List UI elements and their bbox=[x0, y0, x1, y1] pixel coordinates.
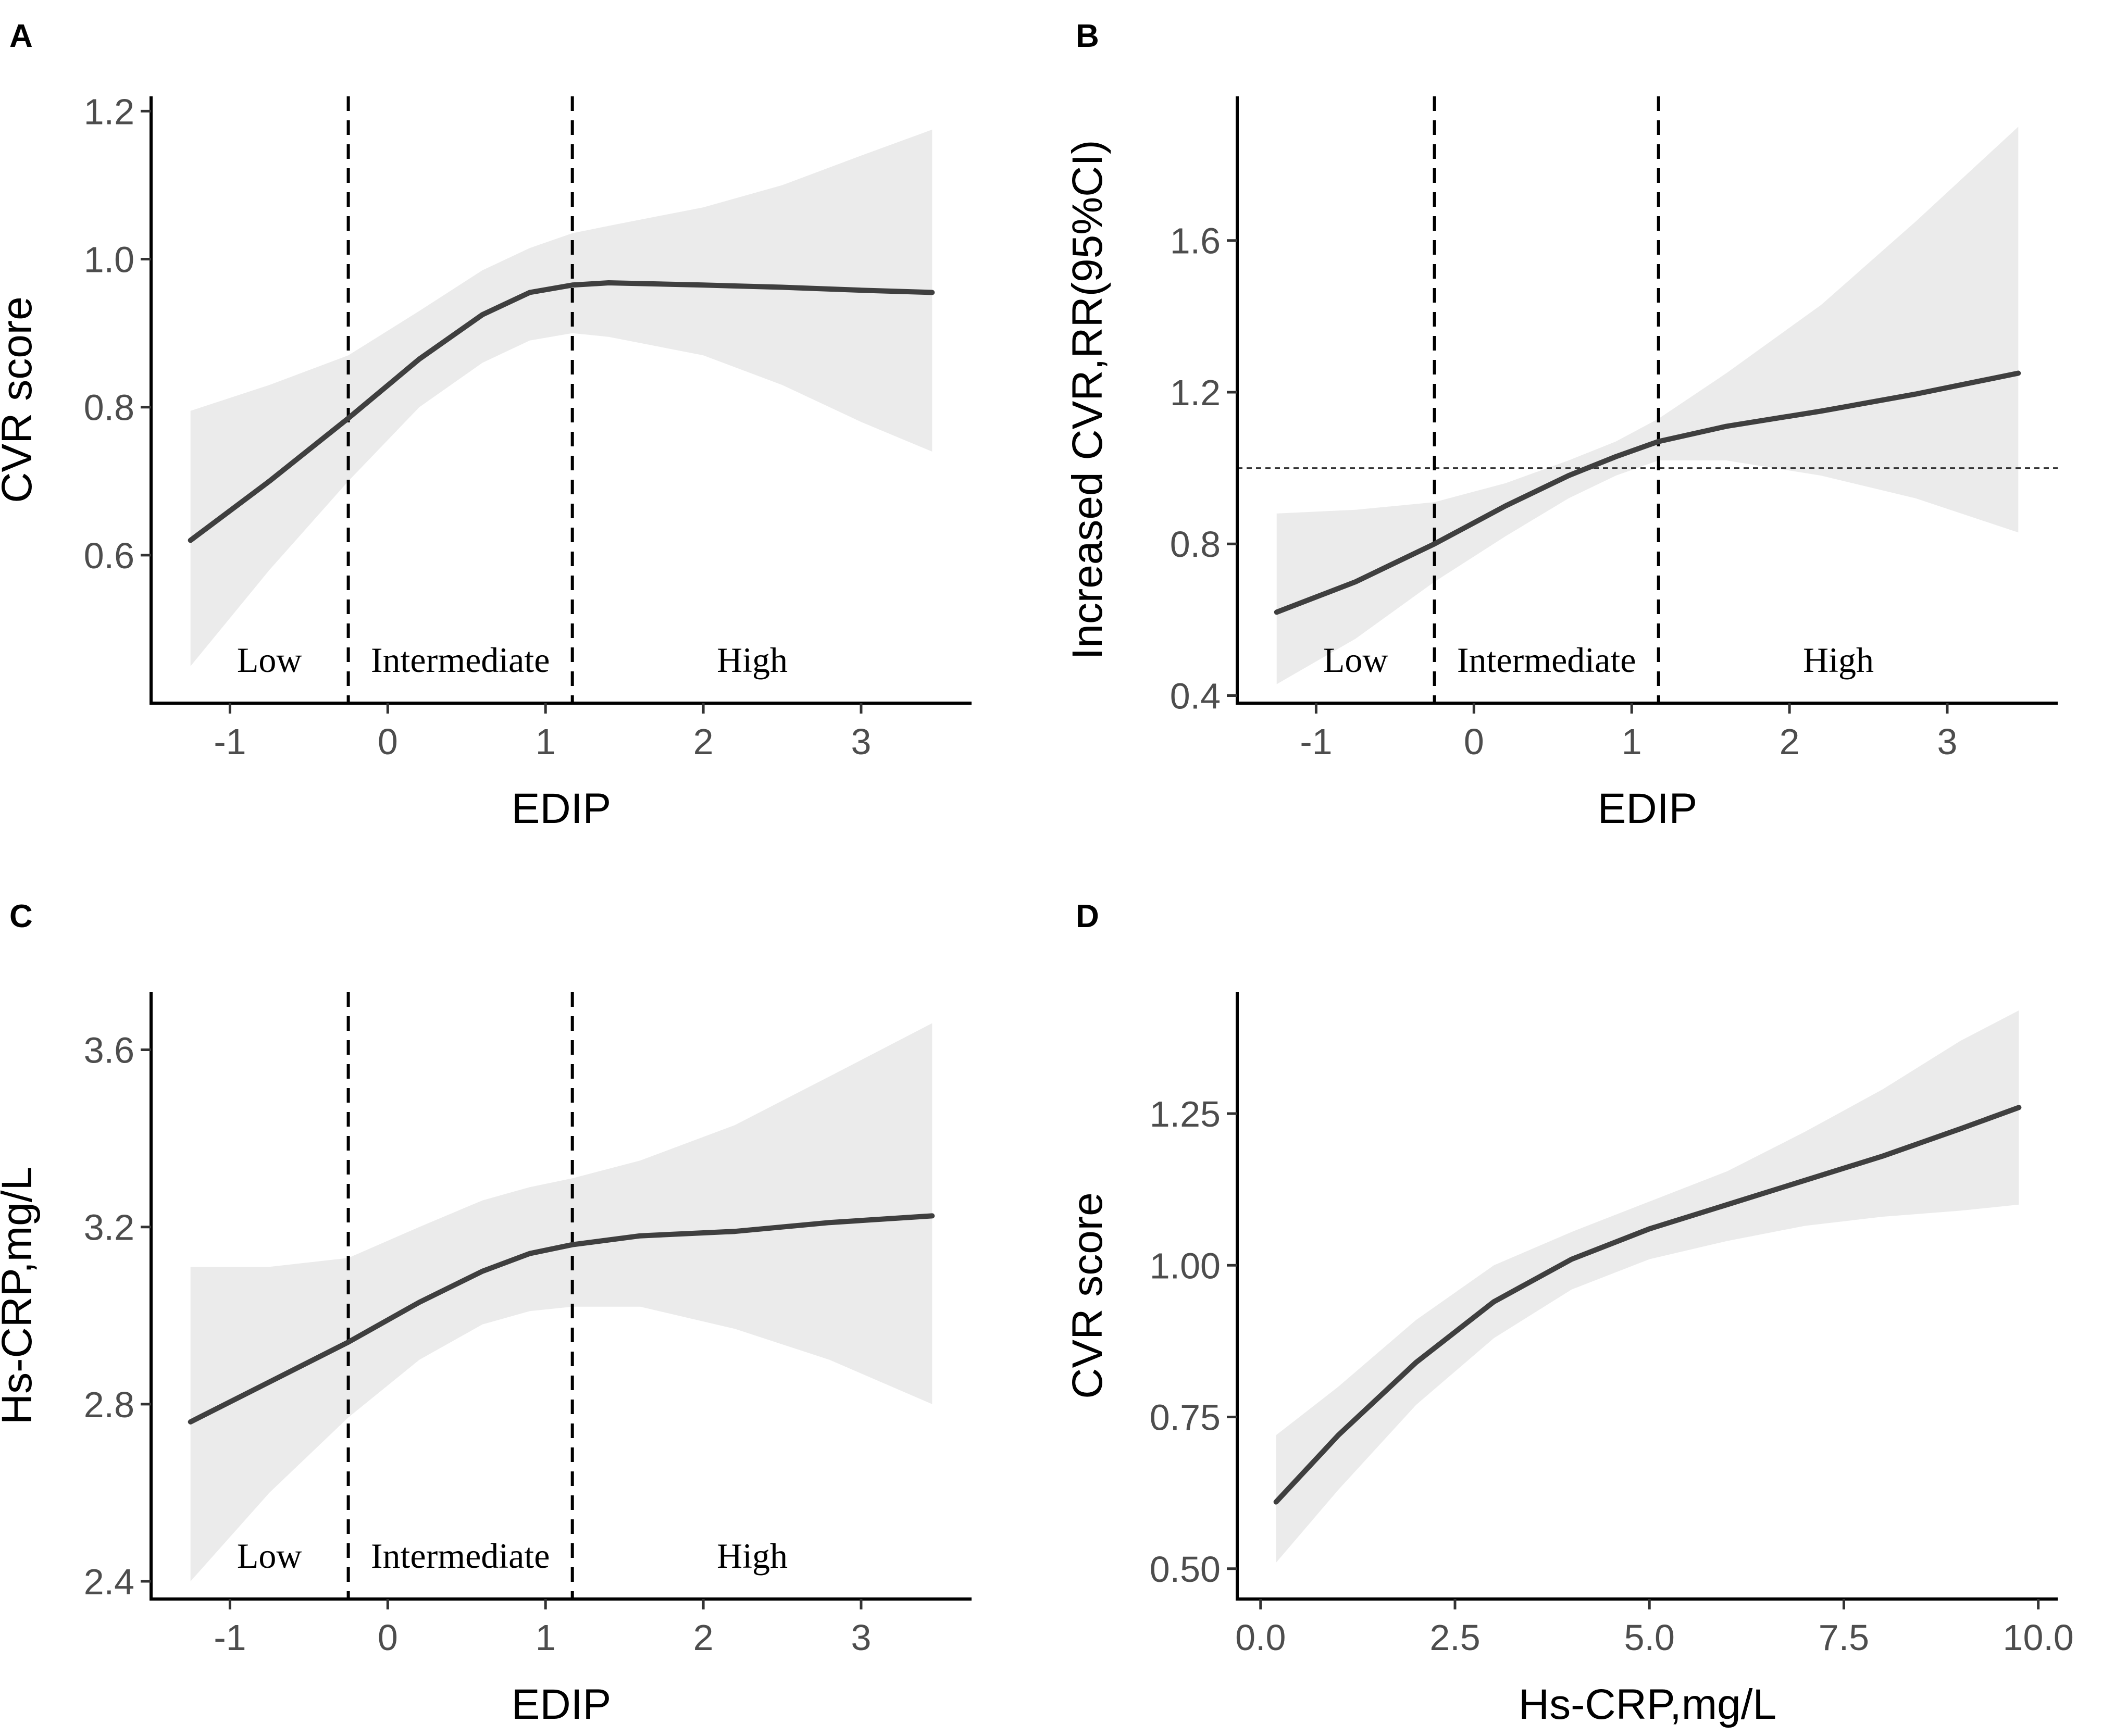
region-label: High bbox=[1803, 640, 1874, 680]
x-axis-title: Hs-CRP,mg/L bbox=[1519, 1681, 1776, 1728]
x-tick-label: 2.5 bbox=[1429, 1617, 1480, 1658]
x-tick-label: 2 bbox=[693, 1617, 714, 1658]
y-tick-label: 2.4 bbox=[84, 1562, 134, 1602]
region-label: High bbox=[717, 1536, 788, 1576]
region-label: Low bbox=[1323, 640, 1388, 680]
x-tick-label: 1 bbox=[1622, 721, 1642, 762]
y-axis-title: Increased CVR,RR(95%CI) bbox=[1064, 140, 1111, 660]
region-label: Intermediate bbox=[371, 640, 550, 680]
y-axis-title: CVR score bbox=[1064, 1192, 1111, 1398]
x-tick-label: 1 bbox=[536, 721, 556, 762]
x-axis-title: EDIP bbox=[512, 1681, 611, 1728]
region-label: Low bbox=[237, 640, 302, 680]
y-axis-title: CVR score bbox=[0, 296, 41, 503]
panel-d: D 0.0 2.5 5.0 7.5 10.0 0.50 0.75 1.00 1.25 Hs-CRP,… bbox=[1064, 898, 2074, 1728]
y-tick-label: 0.8 bbox=[1170, 524, 1221, 565]
y-tick-label: 1.25 bbox=[1150, 1094, 1221, 1134]
x-tick-label: 0 bbox=[378, 721, 398, 762]
panel-letter: D bbox=[1076, 898, 1099, 934]
x-axis-title: EDIP bbox=[1598, 785, 1697, 832]
confidence-band bbox=[1276, 127, 2019, 684]
x-tick-label: 10.0 bbox=[2003, 1617, 2074, 1658]
x-tick-label: 2 bbox=[693, 721, 714, 762]
x-tick-label: 0 bbox=[378, 1617, 398, 1658]
fit-line bbox=[1273, 1105, 2022, 1505]
x-tick-label: 3 bbox=[851, 1617, 872, 1658]
x-tick-label: 3 bbox=[1937, 721, 1958, 762]
y-tick-label: 1.2 bbox=[84, 91, 134, 132]
x-tick-label: 0.0 bbox=[1235, 1617, 1286, 1658]
confidence-band bbox=[1276, 1010, 2019, 1563]
x-tick-label: -1 bbox=[1300, 721, 1332, 762]
panel-a: A Low Intermediate High -1 0 1 2 3 0.6 0.8 1.0 1.2 ED… bbox=[0, 18, 972, 832]
x-tick-label: 1 bbox=[536, 1617, 556, 1658]
y-tick-label: 0.75 bbox=[1150, 1397, 1221, 1438]
x-axis-title: EDIP bbox=[512, 785, 611, 832]
y-tick-label: 0.8 bbox=[84, 388, 134, 428]
y-tick-label: 0.4 bbox=[1170, 676, 1221, 716]
fit-line bbox=[188, 1213, 935, 1425]
panel-letter: B bbox=[1076, 18, 1099, 54]
x-tick-label: -1 bbox=[214, 721, 246, 762]
region-label: Intermediate bbox=[1457, 640, 1636, 680]
y-tick-label: 1.0 bbox=[84, 240, 134, 280]
y-tick-label: 2.8 bbox=[84, 1384, 134, 1425]
x-tick-label: -1 bbox=[214, 1617, 246, 1658]
confidence-band bbox=[190, 129, 932, 666]
region-label: High bbox=[717, 640, 788, 680]
y-tick-label: 3.6 bbox=[84, 1030, 134, 1071]
y-tick-label: 1.2 bbox=[1170, 372, 1221, 413]
confidence-band bbox=[190, 1023, 932, 1581]
y-tick-label: 0.6 bbox=[84, 535, 134, 576]
x-tick-label: 2 bbox=[1780, 721, 1800, 762]
fit-line bbox=[188, 280, 935, 543]
panel-letter: A bbox=[9, 18, 33, 54]
y-tick-label: 3.2 bbox=[84, 1207, 134, 1248]
y-tick-label: 0.50 bbox=[1150, 1549, 1221, 1590]
fit-line bbox=[1274, 370, 2021, 615]
y-tick-label: 1.6 bbox=[1170, 221, 1221, 261]
region-label: Intermediate bbox=[371, 1536, 550, 1576]
panel-b: B Low Intermediate High -1 0 1 2 3 0.4 0.8 1.2 1.6 ED… bbox=[1064, 18, 2058, 832]
x-tick-label: 7.5 bbox=[1819, 1617, 1869, 1658]
panel-c: C Low Intermediate High -1 0 1 2 3 2.4 2.8 3.2 3.6 ED… bbox=[0, 898, 972, 1728]
y-axis-title: Hs-CRP,mg/L bbox=[0, 1167, 41, 1425]
region-label: Low bbox=[237, 1536, 302, 1576]
x-tick-label: 0 bbox=[1464, 721, 1484, 762]
x-tick-label: 5.0 bbox=[1624, 1617, 1675, 1658]
x-tick-label: 3 bbox=[851, 721, 872, 762]
y-tick-label: 1.00 bbox=[1150, 1245, 1221, 1286]
panel-letter: C bbox=[9, 898, 33, 934]
